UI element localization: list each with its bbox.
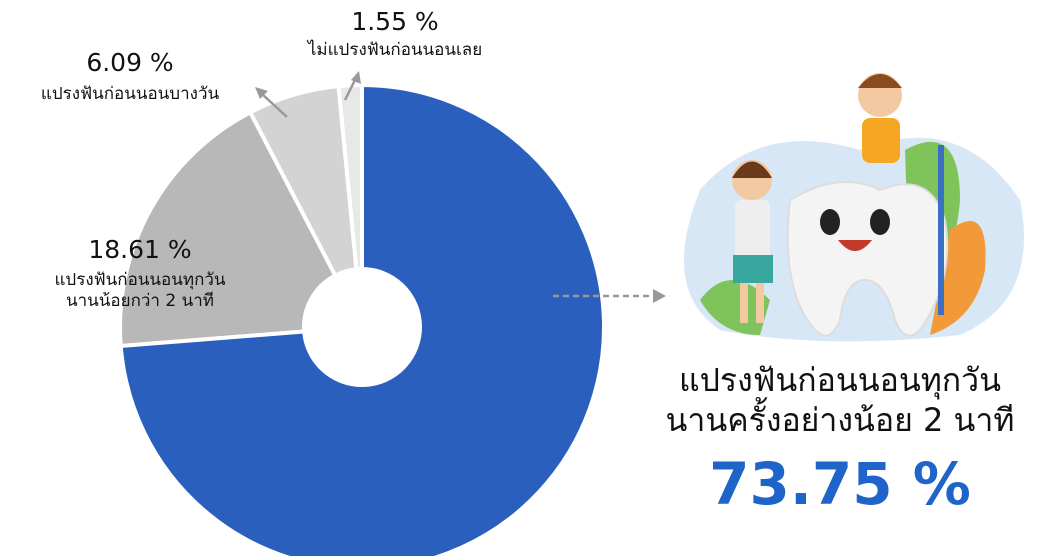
category-label: ไม่แปรงฟันก่อนนอนเลย xyxy=(307,40,483,60)
pie-slice xyxy=(118,82,606,556)
main-category: แปรงฟันก่อนนอนทุกวัน นานครั้งอย่างน้อย 2… xyxy=(665,361,1015,439)
value-label: 6.09 % xyxy=(86,48,174,77)
category-label: แปรงฟันก่อนนอนบางวัน xyxy=(40,84,220,104)
main-value: 73.75 % xyxy=(709,450,971,518)
pie-slice xyxy=(118,109,338,349)
arrows xyxy=(255,71,666,303)
category-label: แปรงฟันก่อนนอนทุกวัน นานน้อยกว่า 2 นาที xyxy=(54,270,226,312)
value-label: 1.55 % xyxy=(351,7,439,36)
value-label: 18.61 % xyxy=(88,235,192,264)
illustration xyxy=(684,73,1024,342)
